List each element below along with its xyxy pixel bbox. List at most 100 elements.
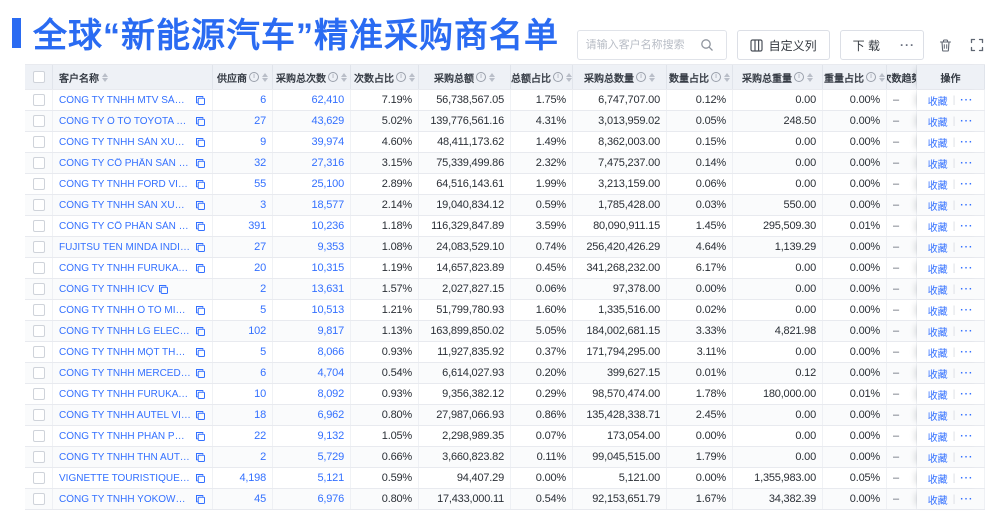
favorite-button[interactable]: 收藏 bbox=[927, 264, 948, 276]
select-all-checkbox[interactable] bbox=[32, 71, 45, 83]
info-icon[interactable]: i bbox=[249, 72, 259, 82]
row-checkbox[interactable] bbox=[32, 409, 45, 421]
sort-icon[interactable] bbox=[566, 72, 572, 82]
row-checkbox[interactable] bbox=[32, 262, 45, 274]
sort-icon[interactable] bbox=[807, 72, 813, 82]
customer-name-link[interactable]: CÔNG TY CỔ PHẦN SẢN XUẤT... bbox=[59, 157, 191, 169]
customer-name-link[interactable]: FUJITSU TEN MINDA INDIA PVT... bbox=[59, 241, 191, 253]
customer-search[interactable] bbox=[576, 30, 727, 60]
customer-name-link[interactable]: CÔNG TY TNHH MỘT THÀNH V... bbox=[59, 346, 191, 358]
row-checkbox[interactable] bbox=[32, 472, 45, 484]
customer-name-link[interactable]: CÔNG TY TNHH LG ELECTRON... bbox=[59, 325, 191, 337]
info-icon[interactable]: i bbox=[553, 72, 563, 82]
more-actions-button[interactable]: ··· bbox=[960, 157, 974, 169]
more-actions-button[interactable]: ··· bbox=[960, 346, 974, 358]
customer-name-link[interactable]: CÔNG TY Ô TÔ TOYOTA VIỆT ... bbox=[59, 115, 191, 127]
row-checkbox[interactable] bbox=[32, 430, 45, 442]
copy-icon[interactable] bbox=[195, 221, 206, 232]
customer-name-link[interactable]: CÔNG TY TNHH YOKOWO VIỆT... bbox=[59, 493, 191, 505]
info-icon[interactable]: i bbox=[476, 72, 486, 82]
copy-icon[interactable] bbox=[195, 368, 206, 379]
sort-icon[interactable] bbox=[341, 72, 347, 82]
favorite-button[interactable]: 收藏 bbox=[927, 327, 948, 339]
more-actions-button[interactable]: ··· bbox=[960, 283, 974, 295]
more-actions-button[interactable]: ··· bbox=[960, 493, 974, 505]
sort-icon[interactable] bbox=[649, 72, 655, 82]
column-header-10[interactable]: 重量占比 i bbox=[823, 65, 887, 89]
favorite-button[interactable]: 收藏 bbox=[927, 180, 948, 192]
more-actions-button[interactable]: ··· bbox=[960, 199, 974, 211]
column-header-7[interactable]: 采购总数量 i bbox=[573, 65, 667, 89]
sort-icon[interactable] bbox=[489, 72, 495, 82]
more-actions-button[interactable]: ··· bbox=[960, 409, 974, 421]
copy-icon[interactable] bbox=[195, 179, 206, 190]
row-checkbox[interactable] bbox=[32, 157, 45, 169]
row-checkbox[interactable] bbox=[32, 304, 45, 316]
column-header-1[interactable]: 客户名称 bbox=[53, 65, 213, 89]
customer-name-link[interactable]: VIGNETTE TOURISTIQUE G UNI... bbox=[59, 472, 191, 484]
customer-name-link[interactable]: CÔNG TY TNHH FURUKAWA A... bbox=[59, 262, 191, 274]
more-actions-button[interactable]: ··· bbox=[960, 304, 974, 316]
copy-icon[interactable] bbox=[195, 473, 206, 484]
sort-icon[interactable] bbox=[724, 72, 730, 82]
favorite-button[interactable]: 收藏 bbox=[927, 369, 948, 381]
customer-name-link[interactable]: CÔNG TY TNHH THN AUTOPAR... bbox=[59, 451, 191, 463]
more-actions-button[interactable]: ··· bbox=[960, 325, 974, 337]
copy-icon[interactable] bbox=[158, 284, 169, 295]
customer-name-link[interactable]: CÔNG TY CỔ PHẦN SẢN XUẤT... bbox=[59, 220, 191, 232]
more-actions-button[interactable]: ··· bbox=[960, 241, 974, 253]
search-icon[interactable] bbox=[696, 34, 718, 56]
favorite-button[interactable]: 收藏 bbox=[927, 432, 948, 444]
favorite-button[interactable]: 收藏 bbox=[927, 495, 948, 507]
more-actions-button[interactable]: ··· bbox=[960, 430, 974, 442]
delete-icon[interactable] bbox=[934, 34, 956, 56]
copy-icon[interactable] bbox=[195, 95, 206, 106]
info-icon[interactable]: i bbox=[866, 72, 876, 82]
favorite-button[interactable]: 收藏 bbox=[927, 159, 948, 171]
favorite-button[interactable]: 收藏 bbox=[927, 138, 948, 150]
row-checkbox[interactable] bbox=[32, 199, 45, 211]
copy-icon[interactable] bbox=[195, 452, 206, 463]
customer-name-link[interactable]: CÔNG TY TNHH MTV SẢN XUẤ... bbox=[59, 94, 191, 106]
customer-name-link[interactable]: CÔNG TY TNHH AUTEL VIỆT N... bbox=[59, 409, 191, 421]
info-icon[interactable]: i bbox=[396, 72, 406, 82]
info-icon[interactable]: i bbox=[794, 72, 804, 82]
favorite-button[interactable]: 收藏 bbox=[927, 117, 948, 129]
column-header-6[interactable]: 总额占比 i bbox=[511, 65, 573, 89]
copy-icon[interactable] bbox=[195, 494, 206, 505]
favorite-button[interactable]: 收藏 bbox=[927, 348, 948, 360]
search-input[interactable] bbox=[585, 39, 690, 51]
row-checkbox[interactable] bbox=[32, 136, 45, 148]
fullscreen-icon[interactable] bbox=[966, 34, 988, 56]
favorite-button[interactable]: 收藏 bbox=[927, 474, 948, 486]
customer-name-link[interactable]: CÔNG TY TNHH SẢN XUẤT VÀ ... bbox=[59, 199, 191, 211]
favorite-button[interactable]: 收藏 bbox=[927, 390, 948, 402]
row-checkbox[interactable] bbox=[32, 115, 45, 127]
favorite-button[interactable]: 收藏 bbox=[927, 201, 948, 213]
favorite-button[interactable]: 收藏 bbox=[927, 285, 948, 297]
customer-name-link[interactable]: CÔNG TY TNHH PHÂN PHỐI T... bbox=[59, 430, 191, 442]
favorite-button[interactable]: 收藏 bbox=[927, 306, 948, 318]
copy-icon[interactable] bbox=[195, 431, 206, 442]
info-icon[interactable]: i bbox=[328, 72, 338, 82]
column-header-9[interactable]: 采购总重量 i bbox=[733, 65, 823, 89]
more-actions-button[interactable]: ··· bbox=[960, 451, 974, 463]
favorite-button[interactable]: 收藏 bbox=[927, 243, 948, 255]
download-more-button[interactable]: ··· bbox=[900, 38, 915, 52]
sort-icon[interactable] bbox=[879, 72, 885, 82]
row-checkbox[interactable] bbox=[32, 325, 45, 337]
row-checkbox[interactable] bbox=[32, 451, 45, 463]
customer-name-link[interactable]: CÔNG TY TNHH FORD VIỆT NAM bbox=[59, 178, 191, 190]
row-checkbox[interactable] bbox=[32, 493, 45, 505]
more-actions-button[interactable]: ··· bbox=[960, 367, 974, 379]
more-actions-button[interactable]: ··· bbox=[960, 178, 974, 190]
column-header-2[interactable]: 供应商 i bbox=[213, 65, 273, 89]
more-actions-button[interactable]: ··· bbox=[960, 220, 974, 232]
more-actions-button[interactable]: ··· bbox=[960, 94, 974, 106]
row-checkbox[interactable] bbox=[32, 220, 45, 232]
info-icon[interactable]: i bbox=[636, 72, 646, 82]
sort-icon[interactable] bbox=[409, 72, 415, 82]
column-header-3[interactable]: 采购总次数 i bbox=[273, 65, 351, 89]
row-checkbox[interactable] bbox=[32, 388, 45, 400]
copy-icon[interactable] bbox=[195, 347, 206, 358]
